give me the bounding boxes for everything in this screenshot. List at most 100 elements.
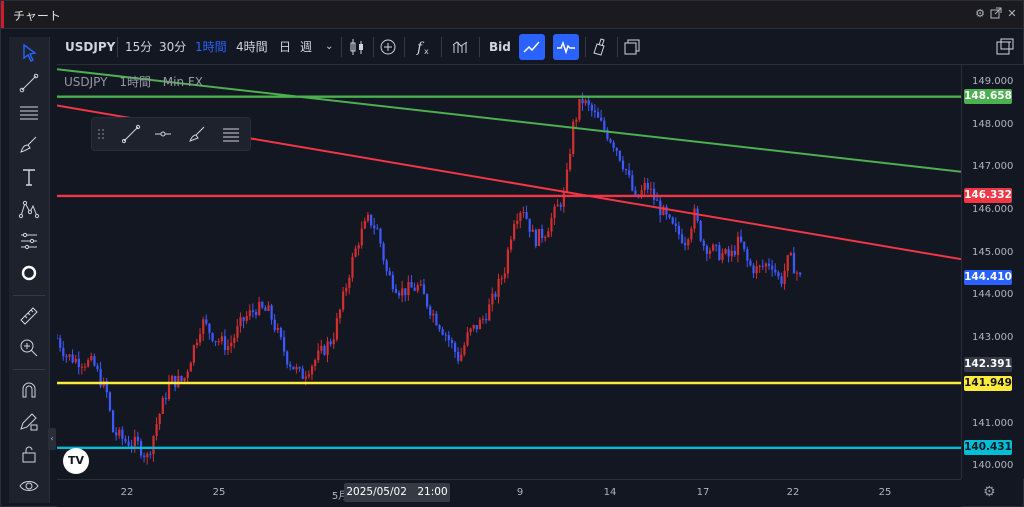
zoom-icon[interactable] [15,334,43,362]
candle-body [267,305,270,311]
candles-icon[interactable] [344,34,370,60]
lock-icon[interactable] [15,440,43,468]
title-bar: チャート ⚙ ✕ [1,1,1023,29]
candle-body [214,340,217,342]
fib-tool-icon[interactable] [218,122,244,146]
price-axis[interactable]: 149.000 148.000 147.000 146.000 145.000 144.0… [961,65,1024,479]
pattern-icon[interactable] [15,195,43,223]
candle-body [183,377,186,381]
title-accent [1,1,4,28]
candle-body [108,392,112,411]
candle-body [161,397,164,415]
candle-body [62,347,65,357]
candle-body [261,301,264,308]
chart-pane[interactable]: USDJPY 1時間 Min FX TV [57,65,961,479]
lock-drawing-icon[interactable] [15,408,43,436]
chart-legend: USDJPY 1時間 Min FX [64,73,211,90]
candle-body [320,345,323,351]
gear-icon[interactable]: ⚙ [983,484,996,500]
candle-body [615,147,618,151]
candle-body [77,358,80,368]
popout-icon[interactable] [989,7,1003,21]
candle-body [376,228,379,230]
price-type-button[interactable]: Bid [489,40,511,54]
candle-body [115,432,118,436]
candle-body [537,228,541,247]
legend-interval: 1時間 [119,75,151,89]
interval-day[interactable]: 日 [279,40,292,54]
magnet-icon[interactable] [15,376,43,404]
ruler-icon[interactable] [15,302,43,330]
fib-icon[interactable] [15,99,43,127]
prediction-icon[interactable] [15,227,43,255]
candle-body [121,429,124,439]
interval-week[interactable]: 週 [300,40,313,54]
candle-body [317,350,320,361]
layout-icon[interactable] [619,34,645,60]
candle-body [472,325,475,329]
candle-body [245,316,248,321]
candle-body [382,243,385,261]
interval-1h[interactable]: 1時間 [195,40,227,54]
collapse-toolbar-button[interactable]: ‹ [48,428,56,450]
candle-body [282,337,286,352]
candle-body [220,336,223,342]
candle-body [87,359,90,367]
price-chart[interactable] [57,65,961,479]
time-axis-label: 17 [696,487,710,498]
candle-body [416,285,419,291]
add-compare-icon[interactable] [375,34,401,60]
interval-dropdown-icon[interactable]: ⌄ [325,41,334,52]
circle-icon[interactable] [15,259,43,287]
line-tool-icon[interactable] [118,122,144,146]
close-icon[interactable]: ✕ [1007,7,1017,20]
candle-body [572,121,575,154]
interval-30m[interactable]: 30分 [159,40,187,54]
candle-body [65,356,68,358]
drag-handle-icon[interactable] [94,122,108,146]
trend-line-mode-icon[interactable] [519,34,545,60]
brush-icon[interactable] [15,131,43,159]
candle-body [687,239,690,246]
toolbar-divider [117,37,118,57]
candle-body [525,212,528,219]
tradingview-logo[interactable]: TV [63,448,89,474]
time-axis[interactable]: 25 22 17 14 9 5月 25 22 2025/05/02 21:00 ⚙ [57,479,996,507]
candle-body [429,306,432,316]
layout-switch-icon[interactable] [991,34,1019,60]
candle-body [435,313,438,326]
candle-body [485,319,488,321]
text-icon[interactable] [15,163,43,191]
candle-body [668,214,671,218]
gear-icon[interactable]: ⚙ [975,7,985,20]
candle-body [581,98,584,104]
cursor-icon[interactable] [15,39,43,67]
symbol-button[interactable]: USDJPY [65,40,116,54]
interval-4h[interactable]: 4時間 [236,40,268,54]
candle-body [569,153,572,170]
candle-body [96,365,99,370]
candle-body [503,273,506,279]
brush-tool-icon[interactable] [184,122,210,146]
candle-body [516,220,519,225]
candle-body [774,269,777,273]
candle-body [453,342,457,352]
toolbar-divider [341,37,342,57]
candle-body [366,214,370,221]
interval-15m[interactable]: 15分 [125,40,153,54]
candle-body [410,281,413,288]
clean-icon[interactable] [587,34,613,60]
candle-body [164,397,168,400]
templates-icon[interactable] [448,34,474,60]
toolbar-divider [404,37,405,57]
price-tag: 146.332 [964,188,1012,204]
candle-body [438,325,441,330]
candle-body [733,250,736,255]
trend-line-icon[interactable] [15,69,43,97]
candle-body [795,272,799,274]
horizontal-ray-icon[interactable] [150,122,176,146]
wave-mode-icon[interactable] [553,34,579,60]
candle-body [531,229,534,232]
eye-icon[interactable] [15,472,43,500]
